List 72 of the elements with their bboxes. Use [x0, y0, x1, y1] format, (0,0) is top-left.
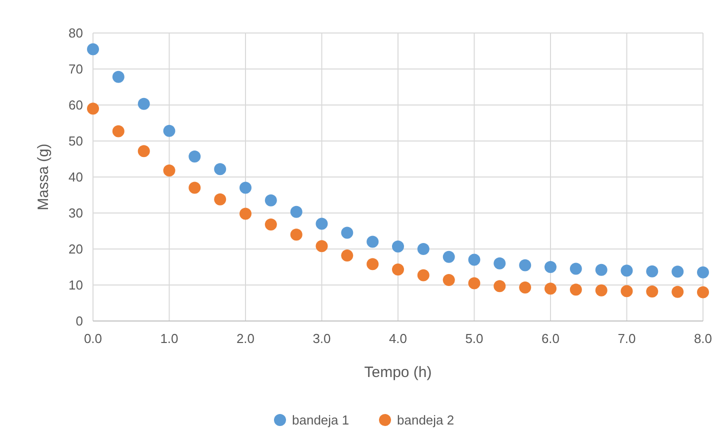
x-tick-label: 5.0	[465, 331, 484, 346]
point	[87, 43, 99, 56]
legend-label: bandeja 1	[292, 412, 350, 428]
point	[316, 218, 328, 230]
y-tick-label: 0	[76, 314, 83, 329]
point	[138, 98, 150, 110]
point	[316, 240, 328, 252]
point	[595, 264, 608, 276]
point	[214, 163, 226, 176]
y-tick-label: 20	[68, 242, 83, 257]
y-tick-label: 70	[68, 62, 83, 77]
point	[620, 285, 633, 298]
point	[595, 284, 608, 296]
point	[417, 243, 430, 255]
point	[417, 269, 430, 282]
point	[290, 228, 302, 241]
y-tick-label: 10	[68, 278, 83, 293]
point	[366, 236, 379, 248]
x-tick-label: 0.0	[84, 331, 102, 346]
x-tick-label: 7.0	[618, 331, 636, 346]
point	[494, 257, 506, 270]
point	[163, 124, 176, 137]
x-tick-label: 6.0	[541, 331, 560, 346]
point	[264, 194, 277, 206]
x-tick-label: 4.0	[388, 331, 408, 346]
point	[570, 284, 582, 296]
point	[112, 125, 124, 138]
point	[646, 265, 658, 278]
point	[87, 102, 99, 115]
point	[188, 182, 201, 194]
x-tick-label: 1.0	[160, 331, 178, 346]
point	[366, 258, 379, 270]
point	[442, 274, 455, 286]
point	[570, 262, 582, 275]
y-tick-label: 80	[68, 26, 83, 41]
x-tick-label: 2.0	[236, 331, 255, 346]
point	[290, 206, 302, 218]
y-axis-title: Massa (g)	[35, 144, 52, 210]
point	[392, 264, 404, 276]
point	[240, 182, 252, 194]
x-tick-label: 3.0	[312, 331, 331, 346]
point	[240, 208, 252, 220]
point	[697, 286, 709, 298]
y-tick-label: 30	[68, 206, 83, 221]
point	[672, 286, 684, 298]
point	[519, 282, 532, 294]
point	[112, 70, 124, 83]
y-tick-label: 60	[68, 98, 83, 113]
point	[544, 282, 556, 295]
point	[392, 240, 404, 252]
point	[494, 280, 506, 292]
point	[341, 226, 354, 239]
point	[188, 150, 201, 162]
point	[341, 249, 354, 262]
point	[468, 277, 480, 290]
point	[519, 259, 532, 272]
point	[672, 266, 684, 278]
point	[214, 193, 226, 206]
x-tick-label: 8.0	[694, 331, 712, 346]
point	[646, 285, 658, 298]
legend-label: bandeja 2	[397, 412, 454, 428]
point	[138, 145, 150, 158]
y-tick-label: 50	[68, 134, 83, 149]
point	[544, 261, 556, 273]
y-tick-label: 40	[68, 170, 83, 185]
point	[442, 250, 455, 263]
point	[264, 218, 277, 231]
point	[163, 164, 176, 177]
point	[697, 266, 709, 278]
point	[620, 264, 633, 277]
point	[468, 254, 480, 266]
x-axis-title: Tempo (h)	[364, 364, 432, 381]
